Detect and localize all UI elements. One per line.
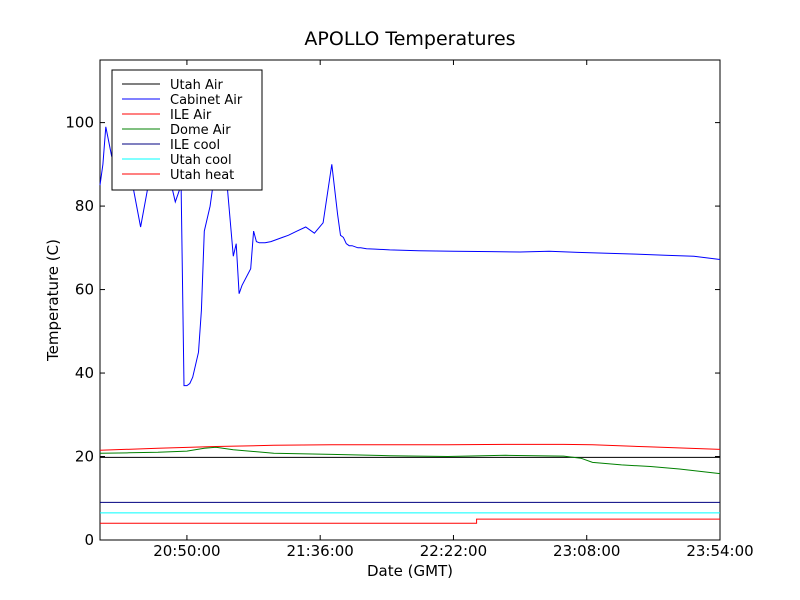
y-tick-label: 0 [84,531,94,549]
series-line-ile-air [99,443,721,451]
x-tick-label: 21:36:00 [286,542,353,560]
series-line-utah-heat [100,518,720,524]
x-tick-label: 20:50:00 [153,542,220,560]
legend-box [111,69,263,191]
x-tick-label: 22:22:00 [420,542,487,560]
legend-label-utah-air: Utah Air [170,78,223,93]
legend-label-utah-heat: Utah heat [170,168,234,183]
legend-label-utah-cool: Utah cool [170,153,232,168]
chart-title: APOLLO Temperatures [304,28,515,50]
legend-label-dome-air: Dome Air [170,123,231,138]
y-tick-label: 60 [75,281,94,299]
legend-label-cabinet-air: Cabinet Air [170,93,243,108]
axes-layer: 0 20 40 60 80 100 20:50:00 21:36:00 22:22:00 23:0… [65,60,754,560]
y-tick-label: 20 [75,448,94,466]
x-axis-label: Date (GMT) [367,562,453,580]
y-tick-label: 40 [75,364,94,382]
y-axis-label: Temperature (C) [44,239,62,362]
y-tick-label: 100 [65,114,94,132]
series-line-dome-air [99,446,721,475]
legend-label-ile-cool: ILE cool [170,138,220,153]
y-tick-label: 80 [75,197,94,215]
legend-label-ile-air: ILE Air [170,108,212,123]
x-tick-label: 23:08:00 [553,542,620,560]
x-tick-label: 23:54:00 [686,542,753,560]
